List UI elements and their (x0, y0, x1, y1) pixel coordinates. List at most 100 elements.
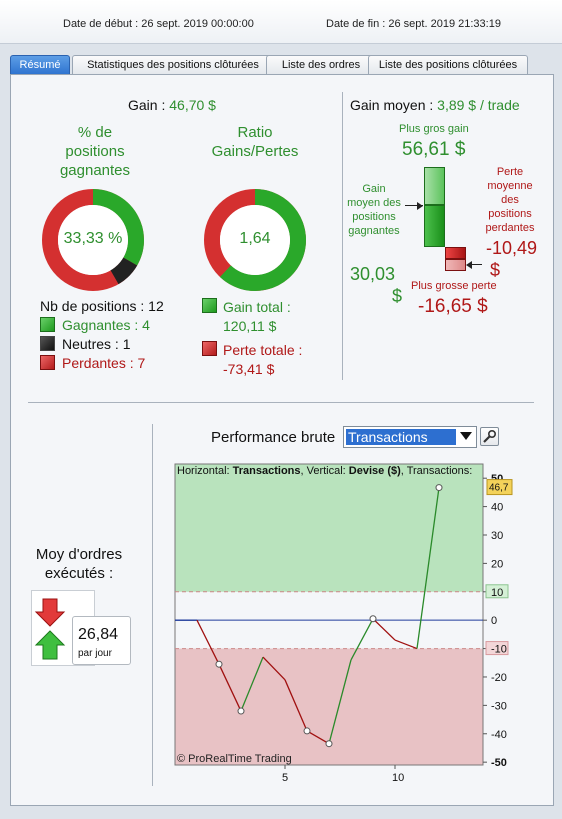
performance-dropdown-value: Transactions (346, 429, 456, 445)
y-tick-label: 20 (491, 558, 503, 570)
series-segment (306, 730, 330, 745)
win-rate-title: % de positions gagnantes (40, 123, 150, 180)
neutral-square-icon (40, 336, 55, 351)
end-date-label: Date de fin : (326, 18, 386, 30)
report-header: Date de début : 26 sept. 2019 00:00:00 D… (0, 0, 562, 44)
avg-win-label: Gain moyen des positions gagnantes (345, 182, 403, 238)
worst-loss-value: -16,65 $ (418, 296, 488, 317)
series-point (237, 707, 245, 715)
avg-loss-label: Perte moyenne des positions perdantes (480, 165, 540, 235)
win-rate-title-line2: positions (65, 143, 125, 160)
avg-loss-label-line5: perdantes (485, 222, 535, 234)
losing-count: Perdantes : 7 (62, 355, 146, 371)
series-segment (284, 679, 308, 732)
avg-loss-label-line2: moyenne (487, 180, 533, 192)
orders-value: 26,84 (78, 626, 119, 643)
series-point (303, 727, 311, 735)
losing-square-icon (40, 355, 55, 370)
performance-dropdown[interactable]: Transactions (343, 426, 477, 448)
win-rate-title-line3: gagnantes (59, 162, 131, 179)
gain-total: Gain total : 120,11 $ (223, 298, 291, 336)
y-tick-label: 30 (491, 530, 503, 542)
win-rate-title-line1: % de (77, 124, 113, 141)
orders-card (31, 590, 95, 666)
tab-closed-positions-list[interactable]: Liste des positions clôturées (368, 55, 528, 74)
chart-settings-button[interactable] (480, 427, 499, 446)
series-segment (372, 618, 396, 641)
equity-markers (215, 484, 443, 748)
gain-total-value: 120,11 $ (223, 318, 277, 334)
ratio-donut (204, 189, 306, 291)
performance-label: Performance brute (211, 429, 336, 446)
winning-count: Gagnantes : 4 (62, 317, 150, 333)
start-date-value: 26 sept. 2019 00:00:00 (141, 18, 254, 30)
start-date: Date de début : 26 sept. 2019 00:00:00 (63, 18, 254, 30)
best-gain-label: Plus gros gain (399, 123, 469, 135)
gain-summary: Gain : 46,70 $ (128, 97, 216, 113)
avg-loss-value: -10,49 $ (486, 237, 542, 281)
gain-label: Gain : (128, 97, 166, 113)
donut-center (58, 205, 128, 275)
series-segment (328, 659, 352, 744)
lower-separator (152, 424, 153, 786)
orders-value-card: 26,84 par jour (72, 616, 131, 665)
series-point (325, 740, 333, 748)
neutral-count: Neutres : 1 (62, 336, 131, 352)
tab-resume[interactable]: Résumé (10, 55, 70, 74)
series-segment (240, 656, 264, 712)
avg-win-arrow-icon (417, 202, 423, 210)
gain-value: 46,70 $ (169, 97, 216, 113)
chart-title: Horizontal: Transactions, Vertical: Devi… (177, 465, 472, 477)
orders-title: Moy d'ordres exécutés : (20, 545, 138, 583)
tab-closed-positions-stats[interactable]: Statistiques des positions clôturées (72, 55, 274, 74)
y-tick-label: 40 (491, 502, 503, 514)
x-tick-label: 10 (392, 772, 404, 784)
last-value-box (486, 479, 513, 496)
worst-loss-bar (445, 259, 466, 271)
buy-sell-arrows-icon (34, 598, 66, 660)
avg-win-label-line1: Gain (362, 183, 386, 195)
avg-win-value-unit: $ (392, 286, 403, 306)
series-point (369, 615, 377, 623)
avg-loss-bar (445, 247, 466, 259)
chevron-down-icon (460, 432, 472, 440)
ratio-gain-arc (219, 189, 306, 291)
y-tick-label: -20 (491, 672, 507, 684)
y-tick-label: 0 (491, 615, 497, 627)
y-axis: 50403020100-10-20-30-40-50 (483, 473, 509, 769)
y-tick-box (485, 641, 509, 656)
donut-neutral-arc (110, 257, 138, 285)
ratio-title-line1: Ratio (237, 124, 273, 141)
y-tick-label: -30 (491, 700, 507, 712)
series-segment (394, 639, 418, 650)
upper-separator (342, 92, 343, 380)
equity-series (175, 487, 440, 745)
series-segment (416, 487, 440, 649)
loss-total-label: Perte totale : (223, 342, 303, 358)
ratio-donut-center (220, 205, 290, 275)
end-date: Date de fin : 26 sept. 2019 21:33:19 (326, 18, 501, 30)
loss-total-square-icon (202, 341, 217, 356)
loss-total-value: -73,41 $ (223, 361, 275, 377)
last-value-badge: 46,7 (486, 479, 513, 496)
series-segment (196, 619, 220, 665)
tab-orders-list[interactable]: Liste des ordres (266, 55, 376, 74)
win-rate-donut (42, 189, 144, 291)
avg-win-label-line4: gagnantes (348, 225, 400, 237)
y-tick-label: -50 (491, 757, 507, 769)
plot-frame (174, 463, 484, 766)
positions-count: Nb de positions : 12 (40, 298, 164, 314)
avg-win-bar (424, 205, 445, 247)
profit-zone (175, 464, 483, 592)
series-segment (218, 663, 242, 712)
avg-win-label-line2: moyen des (347, 197, 401, 209)
series-point (215, 660, 223, 668)
avg-loss-arrow-line (468, 264, 482, 265)
series-segment (350, 618, 374, 661)
wrench-icon (483, 429, 497, 443)
gain-total-label: Gain total : (223, 299, 291, 315)
worst-loss-label: Plus grosse perte (411, 280, 497, 292)
loss-total: Perte totale : -73,41 $ (223, 341, 302, 379)
win-rate-value: 33,33 % (63, 230, 123, 247)
y-tick-label: 10 (491, 587, 503, 599)
